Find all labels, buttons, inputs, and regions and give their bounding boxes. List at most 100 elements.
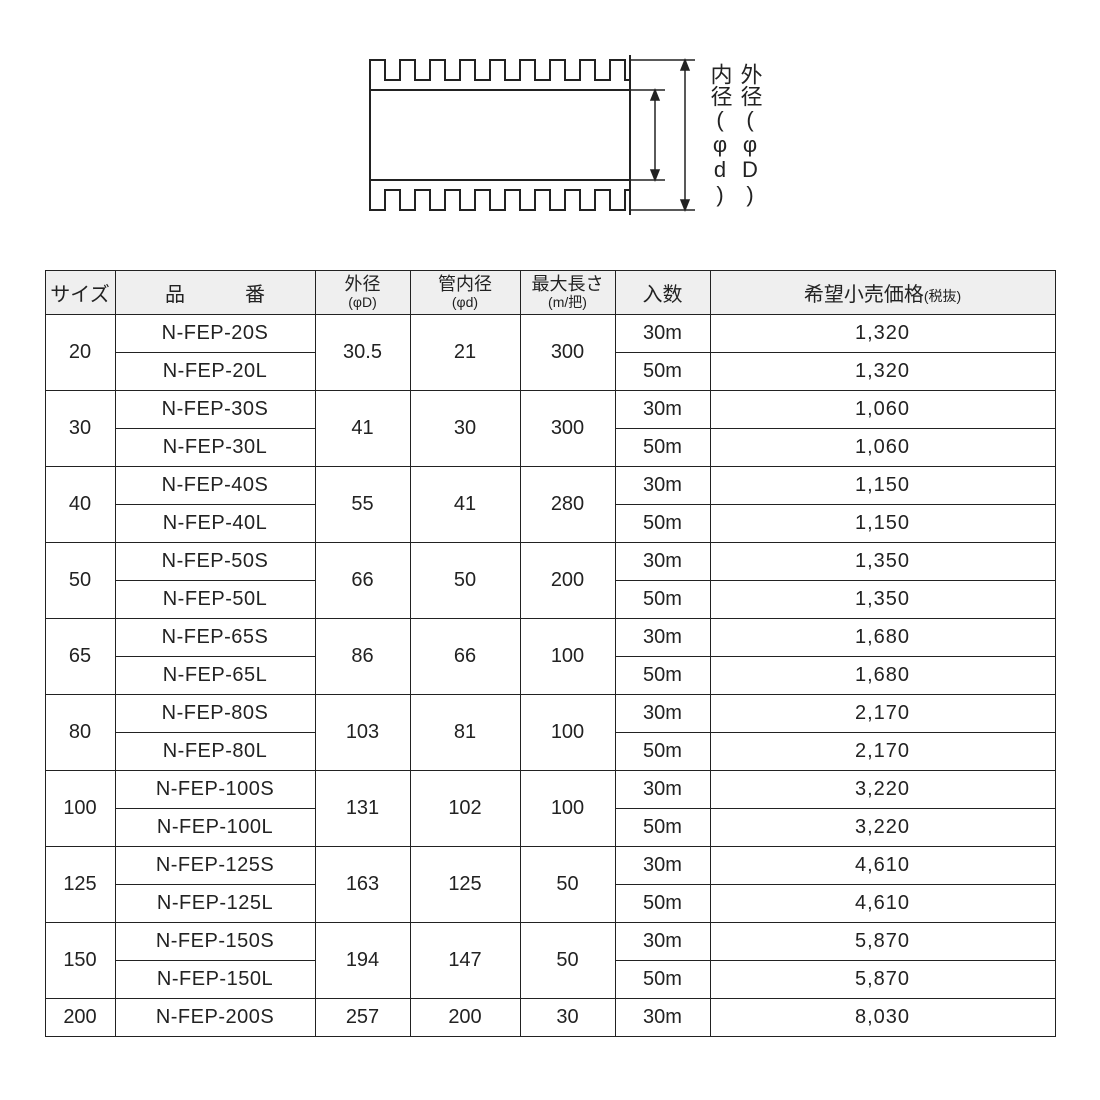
header-row: サイズ 品 番 外径(φD) 管内径(φd) 最大長さ(m/把) 入数 希望小売… xyxy=(45,271,1055,315)
cell-size: 80 xyxy=(45,695,115,771)
cell-qty: 30m xyxy=(615,999,710,1037)
cell-part: N-FEP-80S xyxy=(115,695,315,733)
cell-part: N-FEP-150S xyxy=(115,923,315,961)
cell-qty: 30m xyxy=(615,847,710,885)
cell-od: 66 xyxy=(315,543,410,619)
cell-price: 4,610 xyxy=(710,847,1055,885)
cell-price: 1,060 xyxy=(710,391,1055,429)
cell-price: 2,170 xyxy=(710,695,1055,733)
table-row: 40N-FEP-40S554128030m1,150 xyxy=(45,467,1055,505)
cell-size: 20 xyxy=(45,315,115,391)
cell-price: 4,610 xyxy=(710,885,1055,923)
cell-part: N-FEP-30S xyxy=(115,391,315,429)
outer-dia-label: 外径(φD) xyxy=(738,63,763,207)
cell-id: 102 xyxy=(410,771,520,847)
table-row: 20N-FEP-20S30.52130030m1,320 xyxy=(45,315,1055,353)
inner-dia-label: 内径(φd) xyxy=(708,63,733,207)
table-row: 80N-FEP-80S1038110030m2,170 xyxy=(45,695,1055,733)
cell-size: 100 xyxy=(45,771,115,847)
cell-price: 1,350 xyxy=(710,543,1055,581)
cell-qty: 50m xyxy=(615,353,710,391)
cell-id: 21 xyxy=(410,315,520,391)
cell-qty: 30m xyxy=(615,315,710,353)
cell-len: 300 xyxy=(520,315,615,391)
cell-part: N-FEP-40S xyxy=(115,467,315,505)
cell-part: N-FEP-200S xyxy=(115,999,315,1037)
cell-len: 100 xyxy=(520,771,615,847)
cell-qty: 30m xyxy=(615,391,710,429)
cell-qty: 50m xyxy=(615,961,710,999)
cell-len: 30 xyxy=(520,999,615,1037)
col-part: 品 番 xyxy=(115,271,315,315)
cell-qty: 50m xyxy=(615,657,710,695)
cell-od: 30.5 xyxy=(315,315,410,391)
cell-price: 5,870 xyxy=(710,961,1055,999)
table-row: 150N-FEP-150S1941475030m5,870 xyxy=(45,923,1055,961)
cell-od: 194 xyxy=(315,923,410,999)
cell-id: 200 xyxy=(410,999,520,1037)
col-len: 最大長さ(m/把) xyxy=(520,271,615,315)
cell-part: N-FEP-50L xyxy=(115,581,315,619)
cell-id: 66 xyxy=(410,619,520,695)
cell-size: 125 xyxy=(45,847,115,923)
cell-part: N-FEP-40L xyxy=(115,505,315,543)
cell-qty: 50m xyxy=(615,733,710,771)
cell-len: 200 xyxy=(520,543,615,619)
cell-qty: 30m xyxy=(615,923,710,961)
cell-id: 81 xyxy=(410,695,520,771)
cell-id: 125 xyxy=(410,847,520,923)
cell-part: N-FEP-100L xyxy=(115,809,315,847)
cell-part: N-FEP-65S xyxy=(115,619,315,657)
cell-len: 100 xyxy=(520,619,615,695)
col-id: 管内径(φd) xyxy=(410,271,520,315)
cell-size: 65 xyxy=(45,619,115,695)
cell-od: 257 xyxy=(315,999,410,1037)
cell-price: 1,350 xyxy=(710,581,1055,619)
cell-price: 2,170 xyxy=(710,733,1055,771)
cell-qty: 50m xyxy=(615,885,710,923)
cell-qty: 30m xyxy=(615,771,710,809)
spec-table: サイズ 品 番 外径(φD) 管内径(φd) 最大長さ(m/把) 入数 希望小売… xyxy=(45,270,1056,1037)
cell-price: 1,150 xyxy=(710,467,1055,505)
table-row: 30N-FEP-30S413030030m1,060 xyxy=(45,391,1055,429)
cell-len: 300 xyxy=(520,391,615,467)
col-od: 外径(φD) xyxy=(315,271,410,315)
table-row: 65N-FEP-65S866610030m1,680 xyxy=(45,619,1055,657)
col-price: 希望小売価格(税抜) xyxy=(710,271,1055,315)
cell-qty: 30m xyxy=(615,619,710,657)
table-row: 200N-FEP-200S2572003030m8,030 xyxy=(45,999,1055,1037)
cell-qty: 50m xyxy=(615,809,710,847)
cell-qty: 30m xyxy=(615,695,710,733)
pipe-cross-section-diagram: 内径(φd) 外径(φD) xyxy=(40,30,1060,250)
cell-od: 55 xyxy=(315,467,410,543)
cell-len: 50 xyxy=(520,847,615,923)
cell-price: 1,320 xyxy=(710,315,1055,353)
table-row: 100N-FEP-100S13110210030m3,220 xyxy=(45,771,1055,809)
cell-od: 131 xyxy=(315,771,410,847)
cell-price: 1,680 xyxy=(710,619,1055,657)
cell-qty: 30m xyxy=(615,467,710,505)
cell-od: 86 xyxy=(315,619,410,695)
cell-size: 200 xyxy=(45,999,115,1037)
cell-price: 1,150 xyxy=(710,505,1055,543)
col-qty: 入数 xyxy=(615,271,710,315)
corrugated-pipe-svg: 内径(φd) 外径(φD) xyxy=(330,30,770,250)
cell-od: 163 xyxy=(315,847,410,923)
cell-price: 5,870 xyxy=(710,923,1055,961)
cell-id: 30 xyxy=(410,391,520,467)
cell-part: N-FEP-125L xyxy=(115,885,315,923)
cell-qty: 50m xyxy=(615,505,710,543)
cell-od: 103 xyxy=(315,695,410,771)
cell-qty: 50m xyxy=(615,429,710,467)
cell-qty: 50m xyxy=(615,581,710,619)
cell-od: 41 xyxy=(315,391,410,467)
cell-part: N-FEP-50S xyxy=(115,543,315,581)
cell-size: 50 xyxy=(45,543,115,619)
cell-size: 30 xyxy=(45,391,115,467)
cell-price: 1,320 xyxy=(710,353,1055,391)
cell-qty: 30m xyxy=(615,543,710,581)
cell-len: 100 xyxy=(520,695,615,771)
cell-part: N-FEP-30L xyxy=(115,429,315,467)
cell-size: 40 xyxy=(45,467,115,543)
cell-price: 1,060 xyxy=(710,429,1055,467)
